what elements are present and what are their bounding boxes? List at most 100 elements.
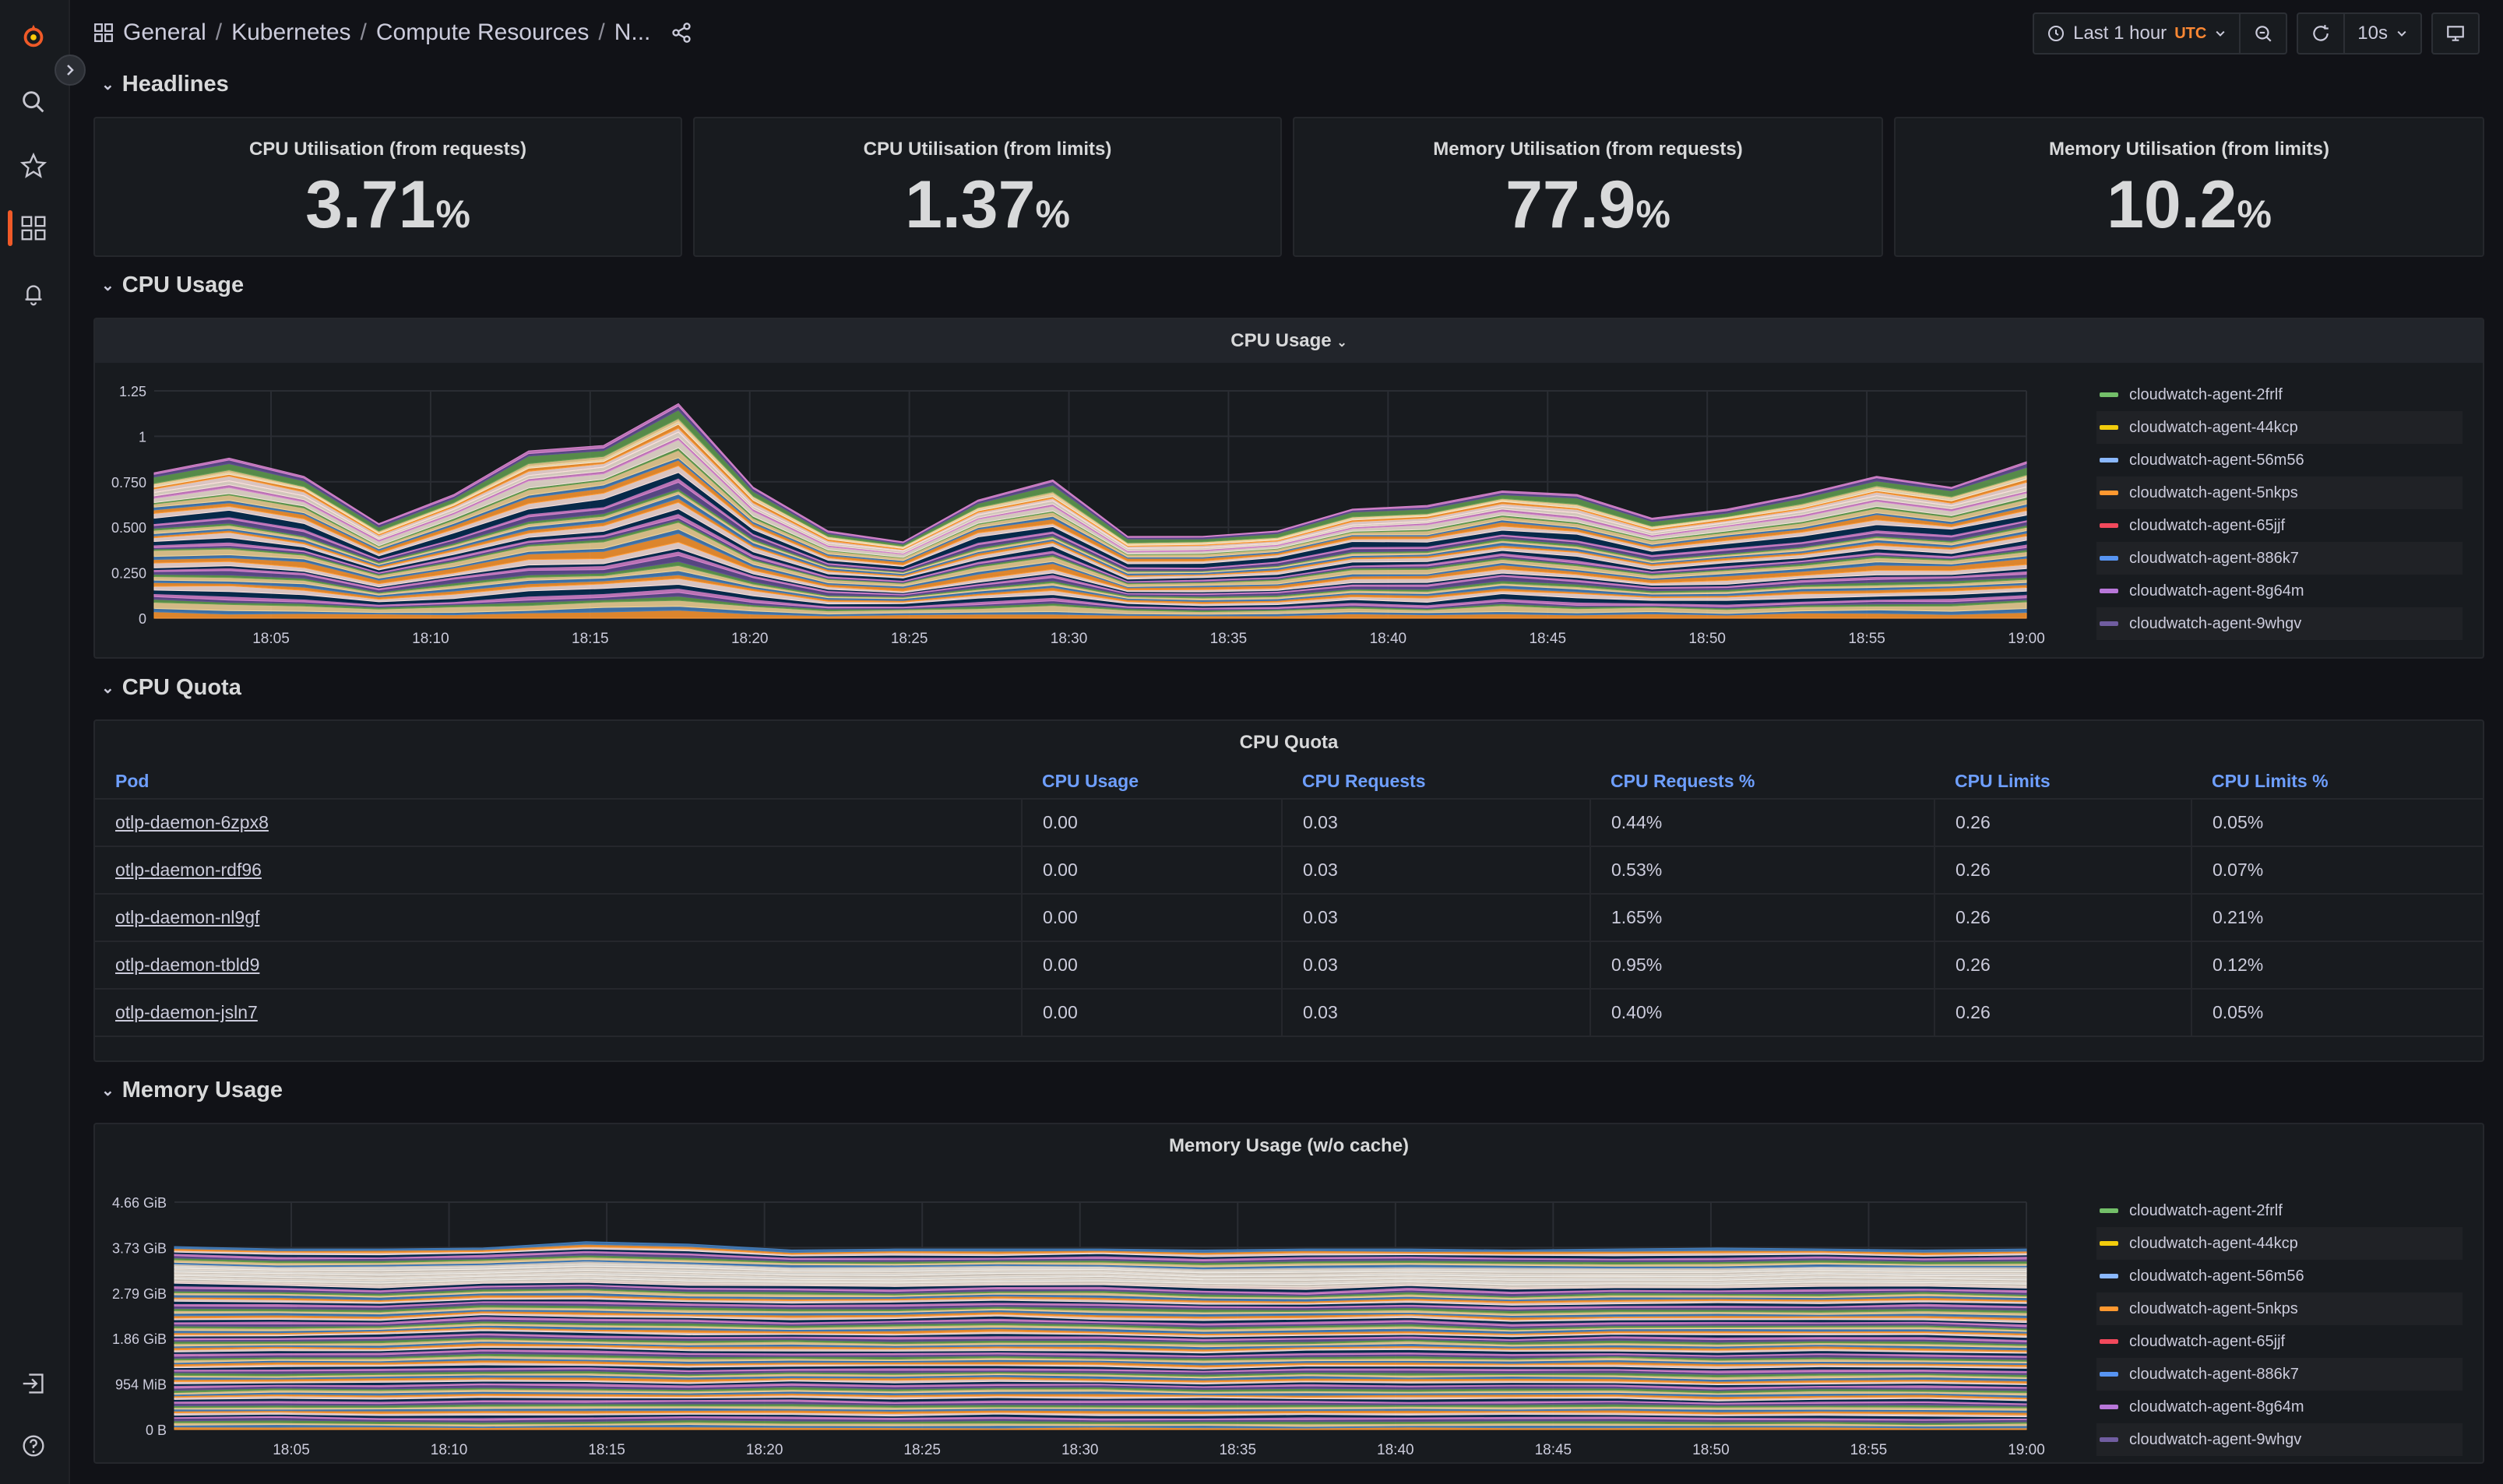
cpu-usage-panel[interactable]: CPU Usage ⌄ 0 0.250 0.500 0.750 1 1.25 18:05 18… bbox=[93, 318, 2484, 659]
cpu-quota-panel[interactable]: CPU Quota Pod CPU Usage CPU Requests CPU… bbox=[93, 719, 2484, 1062]
legend-item[interactable]: cloudwatch-agent-9whgv bbox=[2096, 607, 2463, 640]
zoom-out-button[interactable] bbox=[2241, 12, 2288, 55]
timezone-label: UTC bbox=[2174, 24, 2207, 42]
dashboard-grid-icon bbox=[94, 23, 113, 42]
help-icon[interactable] bbox=[14, 1426, 53, 1465]
column-header[interactable]: CPU Usage bbox=[1022, 765, 1282, 800]
table-cell: 0.03 bbox=[1282, 894, 1591, 942]
row-memory-usage[interactable]: ⌄ Memory Usage bbox=[101, 1078, 283, 1103]
legend-item[interactable]: cloudwatch-agent-2frlf bbox=[2096, 378, 2463, 411]
x-tick-label: 18:45 bbox=[1529, 631, 1566, 647]
stat-panel-memory-limits[interactable]: Memory Utilisation (from limits) 10.2% bbox=[1894, 117, 2484, 257]
sign-in-icon[interactable] bbox=[14, 1364, 53, 1403]
stat-panel-cpu-requests[interactable]: CPU Utilisation (from requests) 3.71% bbox=[93, 117, 682, 257]
column-header[interactable]: Pod bbox=[95, 765, 1022, 800]
legend-swatch bbox=[2100, 556, 2118, 561]
refresh-interval-picker[interactable]: 10s bbox=[2345, 12, 2422, 55]
monitor-icon bbox=[2447, 26, 2464, 41]
panel-title: CPU Usage bbox=[1230, 330, 1332, 351]
x-tick-label: 18:25 bbox=[903, 1442, 941, 1458]
legend-item[interactable]: cloudwatch-agent-886k7 bbox=[2096, 1358, 2463, 1391]
x-tick-label: 18:20 bbox=[746, 1442, 783, 1458]
table-cell: 0.05% bbox=[2191, 799, 2483, 847]
cpu-usage-chart[interactable]: 0 0.250 0.500 0.750 1 1.25 18:05 18:10 18:15 18:2… bbox=[95, 363, 2089, 659]
legend-label: cloudwatch-agent-65jjf bbox=[2129, 516, 2286, 534]
stat-panel-cpu-limits[interactable]: CPU Utilisation (from limits) 1.37% bbox=[693, 117, 1282, 257]
legend-item[interactable]: cloudwatch-agent-44kcp bbox=[2096, 1227, 2463, 1260]
table-cell: 0.26 bbox=[1934, 894, 2192, 942]
panel-header[interactable]: CPU Quota bbox=[95, 721, 2483, 765]
breadcrumb-separator: / bbox=[360, 19, 367, 45]
chevron-down-icon: ⌄ bbox=[1336, 336, 1347, 350]
legend-item[interactable]: cloudwatch-agent-44kcp bbox=[2096, 411, 2463, 444]
chart-legend: cloudwatch-agent-2frlf cloudwatch-agent-4… bbox=[2096, 378, 2463, 640]
legend-label: cloudwatch-agent-5nkps bbox=[2129, 484, 2298, 501]
legend-item[interactable]: cloudwatch-agent-8g64m bbox=[2096, 1391, 2463, 1423]
expand-sidebar-button[interactable] bbox=[55, 55, 86, 86]
stat-number: 3.71 bbox=[305, 167, 436, 242]
legend-item[interactable]: cloudwatch-agent-56m56 bbox=[2096, 1260, 2463, 1292]
column-header[interactable]: CPU Limits bbox=[1934, 765, 2191, 800]
panel-header[interactable]: Memory Usage (w/o cache) bbox=[95, 1124, 2483, 1168]
y-tick-label: 0.500 bbox=[111, 520, 146, 536]
x-tick-label: 18:30 bbox=[1051, 631, 1088, 647]
pod-link[interactable]: otlp-daemon-6zpx8 bbox=[95, 799, 1023, 847]
pod-link[interactable]: otlp-daemon-nl9gf bbox=[95, 894, 1023, 942]
zoom-out-icon bbox=[2255, 26, 2272, 42]
column-header[interactable]: CPU Requests % bbox=[1590, 765, 1934, 800]
stat-panel-memory-requests[interactable]: Memory Utilisation (from requests) 77.9% bbox=[1293, 117, 1883, 257]
legend-item[interactable]: cloudwatch-agent-5nkps bbox=[2096, 476, 2463, 509]
time-range-picker[interactable]: Last 1 hour UTC bbox=[2033, 12, 2241, 55]
pod-link[interactable]: otlp-daemon-jsln7 bbox=[95, 989, 1023, 1037]
column-header[interactable]: CPU Limits % bbox=[2191, 765, 2483, 800]
pod-link[interactable]: otlp-daemon-tbld9 bbox=[95, 941, 1023, 990]
table-row: otlp-daemon-6zpx8 0.00 0.03 0.44% 0.26 0.05% bbox=[95, 799, 2483, 847]
pod-link[interactable]: otlp-daemon-rdf96 bbox=[95, 846, 1023, 895]
table-row: otlp-daemon-tbld9 0.00 0.03 0.95% 0.26 0.12% bbox=[95, 941, 2483, 990]
memory-usage-panel[interactable]: Memory Usage (w/o cache) 0 B 954 MiB 1.86 … bbox=[93, 1123, 2484, 1464]
panel-header[interactable]: CPU Usage ⌄ bbox=[95, 319, 2483, 363]
legend-item[interactable]: cloudwatch-agent-2frlf bbox=[2096, 1194, 2463, 1227]
share-icon[interactable] bbox=[671, 22, 692, 44]
breadcrumb-separator: / bbox=[598, 19, 605, 45]
time-picker-group: Last 1 hour UTC bbox=[2033, 12, 2288, 55]
column-header[interactable]: CPU Requests bbox=[1282, 765, 1590, 800]
legend-item[interactable]: cloudwatch-agent-9whgv bbox=[2096, 1423, 2463, 1456]
x-tick-label: 18:05 bbox=[273, 1442, 310, 1458]
row-cpu-usage[interactable]: ⌄ CPU Usage bbox=[101, 273, 244, 298]
sidebar bbox=[0, 0, 86, 1484]
dashboards-icon[interactable] bbox=[14, 209, 53, 248]
legend-swatch bbox=[2100, 1306, 2118, 1311]
legend-item[interactable]: cloudwatch-agent-65jjf bbox=[2096, 509, 2463, 542]
table-cell: 0.26 bbox=[1934, 941, 2192, 990]
row-cpu-quota[interactable]: ⌄ CPU Quota bbox=[101, 675, 241, 701]
breadcrumb-folder[interactable]: General bbox=[123, 19, 206, 45]
y-tick-label: 0.250 bbox=[111, 566, 146, 582]
dashboard-title[interactable]: N... bbox=[614, 19, 651, 45]
memory-usage-chart[interactable]: 0 B 954 MiB 1.86 GiB 2.79 GiB 3.73 GiB 4.66 G… bbox=[95, 1168, 2089, 1464]
legend-label: cloudwatch-agent-9whgv bbox=[2129, 1430, 2302, 1448]
refresh-button[interactable] bbox=[2297, 12, 2346, 55]
series-area[interactable] bbox=[174, 1241, 2027, 1254]
legend-item[interactable]: cloudwatch-agent-8g64m bbox=[2096, 575, 2463, 607]
x-tick-label: 18:20 bbox=[731, 631, 769, 647]
row-headlines[interactable]: ⌄ Headlines bbox=[101, 72, 229, 97]
legend-item[interactable]: cloudwatch-agent-5nkps bbox=[2096, 1292, 2463, 1325]
breadcrumb-item[interactable]: Kubernetes bbox=[231, 19, 351, 45]
search-icon[interactable] bbox=[14, 83, 53, 121]
table-row: otlp-daemon-nl9gf 0.00 0.03 1.65% 0.26 0.21% bbox=[95, 894, 2483, 942]
breadcrumb-item[interactable]: Compute Resources bbox=[375, 19, 590, 45]
legend-item[interactable]: cloudwatch-agent-65jjf bbox=[2096, 1325, 2463, 1358]
alerting-bell-icon[interactable] bbox=[14, 274, 53, 313]
x-tick-label: 18:55 bbox=[1848, 631, 1885, 647]
table-cell: 0.26 bbox=[1934, 989, 2192, 1037]
stat-title: Memory Utilisation (from requests) bbox=[1433, 139, 1743, 160]
tv-mode-button[interactable] bbox=[2431, 12, 2480, 55]
series-area[interactable] bbox=[153, 403, 2027, 543]
grafana-logo-icon[interactable] bbox=[14, 17, 53, 56]
table-cell: 1.65% bbox=[1590, 894, 1935, 942]
legend-item[interactable]: cloudwatch-agent-886k7 bbox=[2096, 542, 2463, 575]
starred-icon[interactable] bbox=[14, 146, 53, 185]
clock-icon bbox=[2048, 26, 2065, 41]
legend-item[interactable]: cloudwatch-agent-56m56 bbox=[2096, 444, 2463, 476]
